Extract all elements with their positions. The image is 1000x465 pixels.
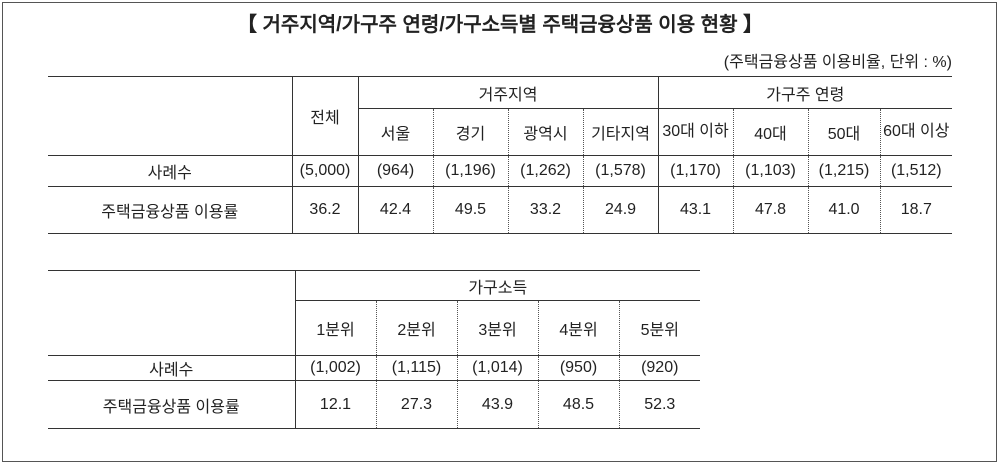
column-header: 1분위 — [294, 300, 376, 356]
cell: (1,014) — [456, 355, 538, 381]
column-header: 서울 — [357, 108, 433, 156]
cell: 52.3 — [618, 380, 701, 429]
cell: (1,115) — [375, 355, 457, 381]
cell: (964) — [357, 155, 433, 187]
column-header: 전체 — [291, 76, 358, 156]
group-header: 거주지역 — [357, 76, 659, 109]
column-header: 기타지역 — [582, 108, 659, 156]
cell: (1,512) — [879, 155, 953, 187]
column-header: 2분위 — [375, 300, 457, 356]
cell: (5,000) — [291, 155, 358, 187]
cell: 43.1 — [657, 186, 734, 234]
corner — [48, 76, 292, 156]
group-header: 가구소득 — [294, 270, 701, 301]
row-header: 사례수 — [48, 155, 292, 187]
cell: (1,103) — [732, 155, 809, 187]
cell: (1,170) — [657, 155, 734, 187]
row-header: 주택금융상품 이용률 — [48, 380, 295, 429]
column-header: 4분위 — [537, 300, 619, 356]
cell: (1,262) — [507, 155, 583, 187]
column-header: 경기 — [432, 108, 508, 156]
table: 가구소득 1분위 2분위 3분위 4분위 5분위 사례수 (1,002) (1,11… — [48, 270, 701, 429]
cell: (950) — [537, 355, 619, 381]
table: 전체 거주지역 가구주 연령 서울 경기 광역시 기타지역 30대 이하 40대… — [48, 76, 953, 234]
cell: 27.3 — [375, 380, 457, 429]
group-header: 가구주 연령 — [657, 76, 953, 109]
cell: 41.0 — [807, 186, 881, 234]
cell: 49.5 — [432, 186, 508, 234]
row-header: 사례수 — [48, 355, 295, 381]
cell: (1,196) — [432, 155, 508, 187]
cell: 33.2 — [507, 186, 583, 234]
column-header: 5분위 — [618, 300, 701, 356]
column-header: 3분위 — [456, 300, 538, 356]
column-header: 광역시 — [507, 108, 583, 156]
cell: 48.5 — [537, 380, 619, 429]
column-header: 60대 이상 — [879, 108, 953, 156]
cell: (1,215) — [807, 155, 881, 187]
cell: (1,578) — [582, 155, 659, 187]
cell: 18.7 — [879, 186, 953, 234]
note: (주택금융상품 이용비율, 단위 : %) — [723, 54, 952, 71]
column-header: 30대 이하 — [657, 108, 734, 156]
corner — [48, 270, 295, 356]
column-header: 50대 — [807, 108, 881, 156]
title: 【 거주지역/가구주 연령/가구소득별 주택금융상품 이용 현황 】 — [236, 14, 764, 36]
cell: 36.2 — [291, 186, 358, 234]
cell: 12.1 — [294, 380, 376, 429]
cell: 24.9 — [582, 186, 659, 234]
cell: 42.4 — [357, 186, 433, 234]
column-header: 40대 — [732, 108, 809, 156]
row-header: 주택금융상품 이용률 — [48, 186, 292, 234]
cell: 47.8 — [732, 186, 809, 234]
cell: 43.9 — [456, 380, 538, 429]
cell: (920) — [618, 355, 701, 381]
cell: (1,002) — [294, 355, 376, 381]
